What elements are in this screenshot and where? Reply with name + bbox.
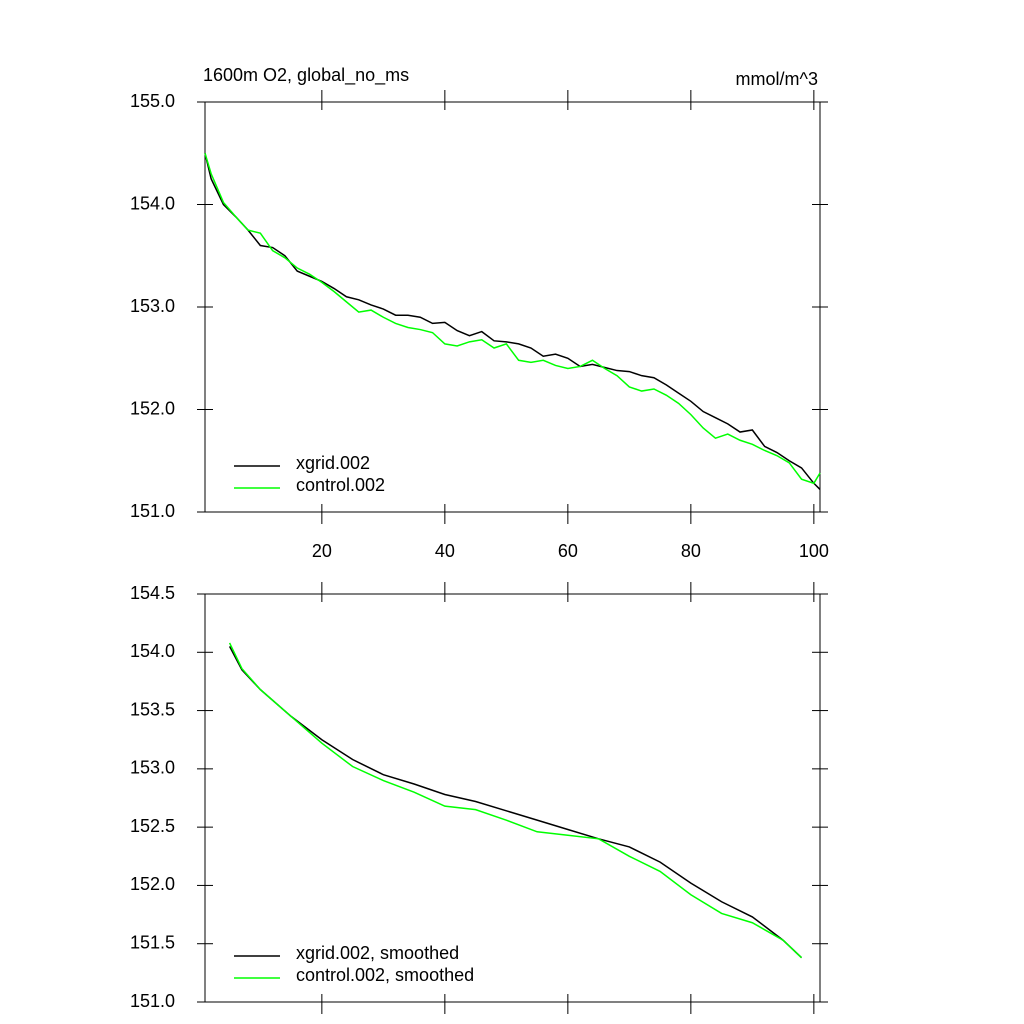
legend-label: control.002 — [296, 475, 385, 495]
y-tick-label: 155.0 — [130, 91, 175, 111]
units-label: mmol/m^3 — [736, 69, 818, 89]
plot-frame — [204, 593, 821, 1003]
x-tick-label: 40 — [435, 541, 455, 561]
y-tick-label: 153.5 — [130, 699, 175, 719]
data-line — [228, 646, 803, 959]
y-tick-label: 151.5 — [130, 932, 175, 952]
y-tick-label: 154.0 — [130, 193, 175, 213]
x-tick-label: 100 — [799, 541, 829, 561]
x-tick-label: 60 — [558, 541, 578, 561]
y-tick-label: 154.5 — [130, 583, 175, 603]
legend-label: xgrid.002 — [296, 453, 370, 473]
y-tick-label: 153.0 — [130, 758, 175, 778]
y-tick-label: 154.0 — [130, 641, 175, 661]
chart-title: 1600m O2, global_no_ms — [203, 65, 409, 86]
y-tick-label: 151.0 — [130, 991, 175, 1011]
data-line — [228, 642, 803, 959]
plot-frame — [204, 101, 821, 513]
y-tick-label: 152.5 — [130, 816, 175, 836]
y-tick-label: 152.0 — [130, 398, 175, 418]
y-tick-label: 152.0 — [130, 874, 175, 894]
data-line — [204, 153, 821, 485]
x-tick-label: 80 — [681, 541, 701, 561]
x-tick-label: 20 — [312, 541, 332, 561]
data-line — [204, 153, 821, 490]
legend-label: control.002, smoothed — [296, 965, 474, 985]
y-tick-label: 151.0 — [130, 501, 175, 521]
legend-label: xgrid.002, smoothed — [296, 943, 459, 963]
y-tick-label: 153.0 — [130, 296, 175, 316]
